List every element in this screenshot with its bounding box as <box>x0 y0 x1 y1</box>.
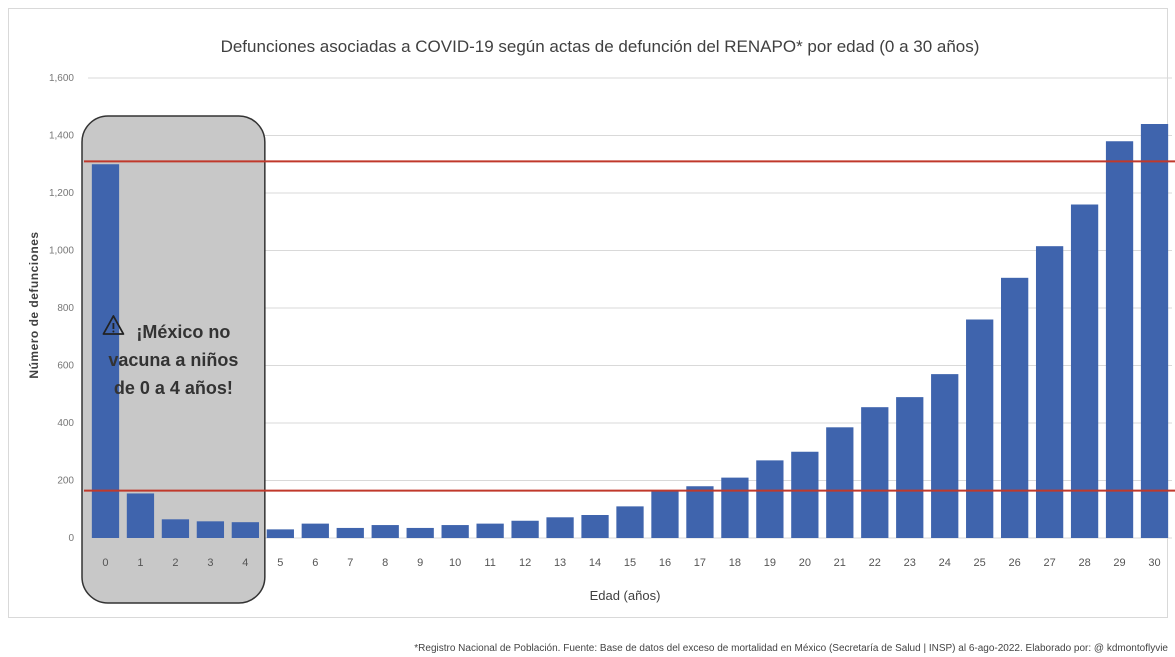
y-tick-label: 800 <box>57 303 74 314</box>
bar-age-9 <box>406 527 434 538</box>
bar-age-10 <box>441 525 469 538</box>
bar-age-14 <box>581 515 609 538</box>
x-tick-label: 17 <box>694 557 706 569</box>
bar-age-7 <box>336 527 364 538</box>
x-tick-label: 22 <box>869 557 881 569</box>
bar-age-2 <box>161 519 190 538</box>
x-tick-label: 15 <box>624 557 636 569</box>
y-axis-label: Número de defunciones <box>27 231 41 378</box>
x-tick-label: 16 <box>659 557 671 569</box>
x-tick-label: 14 <box>589 557 601 569</box>
callout-line-2: vacuna a niños <box>108 350 238 370</box>
bar-age-19 <box>756 460 784 538</box>
bar-age-3 <box>196 521 225 538</box>
y-tick-label: 1,400 <box>49 131 74 142</box>
y-tick-label: 600 <box>57 361 74 372</box>
bar-age-8 <box>371 525 399 538</box>
x-tick-label: 21 <box>834 557 846 569</box>
y-tick-label: 200 <box>57 476 74 487</box>
bar-age-5 <box>266 529 294 538</box>
footnote: *Registro Nacional de Población. Fuente:… <box>414 643 1168 654</box>
x-tick-label: 27 <box>1043 557 1055 569</box>
chart-title: Defunciones asociadas a COVID-19 según a… <box>221 37 980 56</box>
x-tick-label: 3 <box>207 557 213 569</box>
x-tick-label: 29 <box>1113 557 1125 569</box>
bars <box>91 124 1169 538</box>
highlight-callout: ¡México no vacuna a niños de 0 a 4 años! <box>102 315 238 398</box>
y-tick-label: 1,200 <box>49 188 74 199</box>
x-tick-label: 26 <box>1009 557 1021 569</box>
x-tick-label: 11 <box>484 557 495 569</box>
bar-age-28 <box>1070 204 1099 538</box>
y-axis-ticks: 0 200 400 600 800 1,000 1,200 1,400 1,600 <box>49 73 74 544</box>
y-tick-label: 0 <box>68 533 74 544</box>
bar-age-27 <box>1035 246 1064 538</box>
bar-age-26 <box>1001 277 1029 538</box>
x-tick-label: 19 <box>764 557 776 569</box>
highlight-region <box>81 115 266 604</box>
bar-age-18 <box>721 477 749 538</box>
bar-age-12 <box>511 520 539 538</box>
y-tick-label: 1,600 <box>49 73 74 84</box>
x-tick-label: 20 <box>799 557 811 569</box>
x-tick-label: 6 <box>312 557 318 569</box>
x-tick-label: 8 <box>382 557 388 569</box>
x-tick-label: 30 <box>1148 557 1160 569</box>
x-tick-label: 18 <box>729 557 741 569</box>
bar-age-6 <box>301 523 329 538</box>
warning-icon <box>102 315 125 335</box>
bar-age-24 <box>931 374 959 538</box>
x-axis-ticks: 0 1 2 3 4 5 6 7 8 9 10 11 12 13 14 15 16 17 18 19 20 21 22 23 24… <box>102 557 1160 569</box>
x-tick-label: 5 <box>277 557 283 569</box>
x-tick-label: 7 <box>347 557 353 569</box>
bar-age-11 <box>476 523 504 538</box>
x-tick-label: 24 <box>939 557 951 569</box>
x-tick-label: 9 <box>417 557 423 569</box>
bar-age-20 <box>791 451 819 538</box>
callout-line-1: ¡México no <box>136 322 230 342</box>
bar-age-30 <box>1140 124 1169 538</box>
bar-age-23 <box>896 397 924 538</box>
x-tick-label: 1 <box>137 557 143 569</box>
bar-age-17 <box>686 486 714 538</box>
bar-age-22 <box>861 407 889 538</box>
bar-age-16 <box>651 490 679 538</box>
x-tick-label: 4 <box>242 557 248 569</box>
x-tick-label: 25 <box>974 557 986 569</box>
callout-line-3: de 0 a 4 años! <box>114 378 233 398</box>
bar-age-4 <box>231 522 259 538</box>
x-tick-label: 10 <box>449 557 461 569</box>
y-tick-label: 1,000 <box>49 246 74 257</box>
bar-age-0 <box>91 164 120 538</box>
bar-age-21 <box>826 427 854 538</box>
bar-age-15 <box>616 506 644 538</box>
bar-age-29 <box>1105 141 1134 538</box>
x-tick-label: 23 <box>904 557 916 569</box>
highlight-box <box>81 115 266 604</box>
bar-age-25 <box>966 319 994 538</box>
x-tick-label: 12 <box>519 557 531 569</box>
x-tick-label: 2 <box>172 557 178 569</box>
x-tick-label: 28 <box>1078 557 1090 569</box>
x-tick-label: 13 <box>554 557 566 569</box>
reference-lines <box>84 160 1175 492</box>
x-tick-label: 0 <box>102 557 108 569</box>
x-axis-label: Edad (años) <box>590 588 661 603</box>
y-tick-label: 400 <box>57 418 74 429</box>
bar-age-13 <box>546 517 574 538</box>
bar-age-1 <box>126 493 155 538</box>
